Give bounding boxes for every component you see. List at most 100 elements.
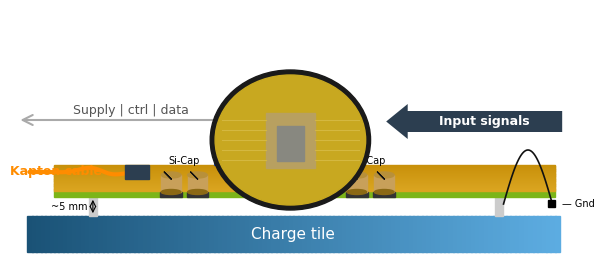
Bar bbox=[54, 169, 556, 171]
Bar bbox=[54, 176, 556, 177]
Bar bbox=[54, 181, 556, 182]
Bar bbox=[223, 216, 228, 252]
Bar bbox=[426, 216, 431, 252]
Bar bbox=[342, 216, 347, 252]
Bar bbox=[346, 216, 352, 252]
Bar bbox=[54, 167, 556, 169]
Bar bbox=[277, 125, 304, 161]
Bar bbox=[54, 184, 556, 186]
Bar bbox=[54, 184, 556, 185]
Bar bbox=[524, 216, 529, 252]
Bar bbox=[457, 216, 463, 252]
Bar bbox=[54, 189, 556, 191]
Text: Input signals: Input signals bbox=[439, 115, 529, 128]
Bar bbox=[143, 216, 148, 252]
Bar bbox=[298, 216, 303, 252]
Bar bbox=[54, 177, 556, 179]
Bar bbox=[484, 216, 490, 252]
Bar bbox=[54, 179, 556, 181]
Bar bbox=[382, 216, 388, 252]
Bar bbox=[54, 182, 556, 184]
Bar bbox=[497, 216, 503, 252]
Bar bbox=[107, 216, 113, 252]
Bar bbox=[418, 216, 423, 252]
Bar bbox=[54, 181, 556, 182]
Bar bbox=[191, 216, 197, 252]
Bar bbox=[267, 216, 272, 252]
Bar bbox=[413, 216, 418, 252]
Bar bbox=[377, 216, 383, 252]
Bar bbox=[351, 216, 356, 252]
Bar bbox=[54, 169, 556, 170]
Bar bbox=[41, 216, 46, 252]
Bar bbox=[550, 216, 556, 252]
Bar bbox=[368, 216, 374, 252]
Bar bbox=[76, 216, 82, 252]
Bar bbox=[156, 216, 161, 252]
Bar bbox=[280, 216, 286, 252]
Bar bbox=[54, 170, 556, 171]
Bar bbox=[54, 166, 556, 167]
Bar bbox=[493, 216, 498, 252]
Bar bbox=[347, 175, 367, 192]
Bar bbox=[400, 216, 405, 252]
Bar bbox=[289, 216, 294, 252]
Bar bbox=[165, 216, 170, 252]
Bar bbox=[54, 189, 556, 190]
Bar bbox=[548, 200, 556, 207]
Bar bbox=[520, 216, 525, 252]
Bar bbox=[479, 216, 485, 252]
Bar bbox=[71, 216, 77, 252]
Bar bbox=[488, 216, 494, 252]
Bar bbox=[245, 216, 250, 252]
Bar bbox=[293, 216, 299, 252]
Bar bbox=[395, 216, 401, 252]
Bar bbox=[271, 216, 277, 252]
Bar bbox=[125, 216, 130, 252]
Bar bbox=[537, 216, 542, 252]
Bar bbox=[364, 216, 370, 252]
Polygon shape bbox=[386, 104, 562, 139]
Bar bbox=[54, 187, 556, 188]
Bar bbox=[325, 216, 330, 252]
Bar bbox=[495, 197, 503, 216]
Ellipse shape bbox=[374, 190, 394, 195]
Ellipse shape bbox=[374, 172, 394, 178]
Bar bbox=[435, 216, 440, 252]
Text: Supply | ctrl | data: Supply | ctrl | data bbox=[73, 104, 189, 117]
Bar bbox=[404, 216, 410, 252]
Bar bbox=[160, 192, 182, 197]
Bar bbox=[54, 168, 556, 169]
Text: Si-Cap: Si-Cap bbox=[169, 156, 200, 166]
Bar bbox=[151, 216, 157, 252]
Bar bbox=[54, 166, 556, 167]
Bar bbox=[466, 216, 472, 252]
Bar bbox=[470, 216, 476, 252]
Bar bbox=[54, 185, 556, 186]
Ellipse shape bbox=[188, 190, 207, 195]
Bar bbox=[116, 216, 121, 252]
Bar bbox=[54, 188, 556, 189]
Bar bbox=[54, 172, 556, 173]
Bar bbox=[54, 186, 556, 187]
Bar bbox=[275, 216, 281, 252]
Ellipse shape bbox=[188, 172, 207, 178]
Bar bbox=[555, 216, 560, 252]
Bar bbox=[284, 216, 290, 252]
Bar bbox=[54, 190, 556, 197]
Bar bbox=[161, 175, 181, 192]
Bar bbox=[346, 192, 368, 197]
Bar bbox=[506, 216, 511, 252]
Bar bbox=[173, 216, 179, 252]
Bar bbox=[240, 216, 245, 252]
Bar bbox=[431, 216, 436, 252]
Bar bbox=[444, 216, 449, 252]
Text: Charge tile: Charge tile bbox=[251, 227, 335, 242]
Bar bbox=[54, 165, 556, 166]
Bar bbox=[215, 143, 328, 165]
Bar bbox=[54, 175, 556, 176]
Bar bbox=[373, 216, 379, 252]
Bar bbox=[121, 216, 126, 252]
Bar bbox=[138, 216, 143, 252]
Bar bbox=[528, 216, 533, 252]
